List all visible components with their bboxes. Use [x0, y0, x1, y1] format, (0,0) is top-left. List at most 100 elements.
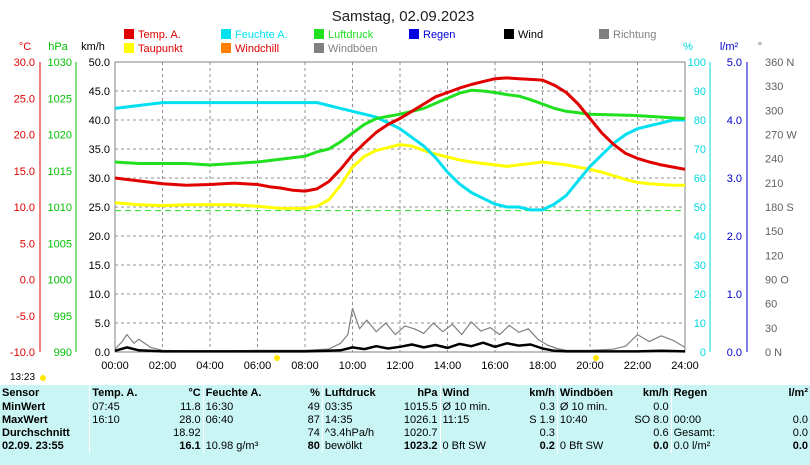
cell: 16:10	[89, 414, 148, 427]
cell: Gesamt:	[670, 427, 741, 440]
legend-label: Windböen	[328, 43, 378, 55]
humidity-tick-label: 50	[694, 202, 706, 214]
cell: 06:40	[202, 414, 272, 427]
wind-tick-label: 45.0	[89, 86, 110, 98]
direction-tick-label: 30	[765, 323, 777, 335]
temp-tick-label: 20.0	[14, 130, 35, 142]
summary-row-current: 02.09. 23:55 16.1 10.98 g/m³ 80 bewölkt …	[0, 440, 810, 453]
cell: 18.92	[173, 427, 201, 439]
cell: 1015.5	[403, 401, 438, 413]
temp-tick-label: 0.0	[20, 275, 35, 287]
temp-tick-label: 25.0	[14, 93, 35, 105]
rain-tick-label: 1.0	[727, 289, 742, 301]
series-line-temp-a	[114, 76, 686, 193]
pressure-tick-label: 1005	[48, 238, 72, 250]
pressure-tick-label: 990	[54, 347, 72, 359]
direction-tick-label: 360 N	[765, 57, 794, 69]
legend-label: Wind	[518, 29, 543, 41]
sun-marker-icon	[40, 375, 46, 381]
summary-table: Sensor Temp. A. °C Feuchte A. % Luftdruc…	[0, 385, 810, 453]
temp-tick-label: -10.0	[10, 347, 35, 359]
pressure-tick-label: 1000	[48, 275, 72, 287]
cell	[202, 427, 272, 440]
wind-tick-label: 20.0	[89, 231, 110, 243]
direction-tick-label: 300	[765, 105, 783, 117]
cell: 07:45	[89, 401, 148, 414]
legend-swatch	[124, 29, 134, 39]
sunrise-marker-icon	[274, 355, 280, 361]
temp-tick-label: 5.0	[20, 238, 35, 250]
cell: 03:35	[321, 401, 391, 414]
direction-tick-label: 240	[765, 154, 783, 166]
summary-row-max: MaxWert 16:10 28.0 06:40 87 14:35 1026.1…	[0, 414, 810, 427]
chart-title: Samstag, 02.09.2023	[332, 8, 475, 25]
rain-tick-label: 5.0	[727, 57, 742, 69]
direction-tick-label: 60	[765, 299, 777, 311]
cell: 10:40	[556, 414, 622, 427]
cell: 10.98 g/m³	[202, 440, 272, 453]
weather-chart: 00:00 02:00 04:00 06:00 08:00 10:00 12:00 14:00…	[10, 8, 797, 372]
series-line-feuchte-a	[114, 101, 685, 212]
cell: 0.0	[792, 427, 808, 439]
header-pressure: Luftdruck	[321, 385, 391, 401]
direction-tick-label: 210	[765, 178, 783, 190]
x-tick-label: 02:00	[149, 360, 177, 372]
direction-tick-label: 180 S	[765, 202, 794, 214]
temp-tick-label: -5.0	[16, 311, 35, 323]
header-wind-unit: km/h	[529, 386, 555, 399]
cell: 0 Bft SW	[556, 440, 622, 453]
temp-tick-label: 10.0	[14, 202, 35, 214]
cell: 1020.7	[403, 427, 438, 439]
cell	[89, 440, 148, 453]
legend-swatch	[314, 29, 324, 39]
legend-label: Richtung	[613, 29, 656, 41]
humidity-tick-label: 30	[694, 260, 706, 272]
x-tick-label: 00:00	[101, 360, 129, 372]
legend-label: Luftdruck	[328, 29, 374, 41]
direction-tick-label: 0 N	[765, 347, 782, 359]
rain-tick-label: 4.0	[727, 115, 742, 127]
humidity-tick-label: 70	[694, 144, 706, 156]
humidity-tick-label: 80	[694, 115, 706, 127]
series-line-taupunkt	[114, 143, 685, 210]
direction-tick-label: 270 W	[765, 130, 797, 142]
wind-tick-label: 40.0	[89, 115, 110, 127]
header-gusts-unit: km/h	[642, 386, 669, 399]
direction-tick-label: 330	[765, 81, 783, 93]
cell	[556, 427, 622, 440]
cell: 0.0 l/m²	[670, 440, 741, 453]
pressure-tick-label: 1010	[48, 202, 72, 214]
x-tick-label: 12:00	[386, 360, 414, 372]
temp-tick-label: 15.0	[14, 166, 35, 178]
legend-label: Regen	[423, 29, 455, 41]
cell: 0.6	[653, 427, 669, 439]
x-tick-label: 14:00	[434, 360, 462, 372]
cell: S 1.9	[529, 414, 555, 426]
summary-row-min: MinWert 07:45 11.8 16:30 49 03:35 1015.5…	[0, 401, 810, 414]
cell: 87	[307, 414, 320, 426]
header-rain: Regen	[670, 385, 741, 401]
cell: 00:00	[670, 414, 741, 427]
humidity-tick-label: 10	[694, 318, 706, 330]
row-label: MinWert	[2, 401, 46, 413]
cell: 11.8	[180, 401, 201, 413]
x-tick-label: 04:00	[196, 360, 224, 372]
cell: 0.0	[653, 401, 669, 413]
row-label: MaxWert	[2, 414, 48, 426]
temp-axis-unit: °C	[19, 41, 31, 53]
direction-tick-label: 150	[765, 226, 783, 238]
rain-tick-label: 0.0	[727, 347, 742, 359]
header-humidity-unit: %	[310, 386, 320, 399]
header-humidity: Feuchte A.	[202, 385, 272, 401]
cell: 0.0	[792, 414, 808, 426]
wind-tick-label: 50.0	[89, 57, 110, 69]
cell: 11:15	[439, 414, 508, 427]
cell	[439, 427, 508, 440]
sunset-marker-icon	[593, 355, 599, 361]
cell: 74	[307, 427, 320, 439]
cell: 0.3	[539, 401, 555, 413]
cell: 0.2	[539, 440, 555, 452]
humidity-tick-label: 20	[694, 289, 706, 301]
header-wind: Wind	[439, 385, 508, 401]
cell: bewölkt	[321, 440, 391, 453]
